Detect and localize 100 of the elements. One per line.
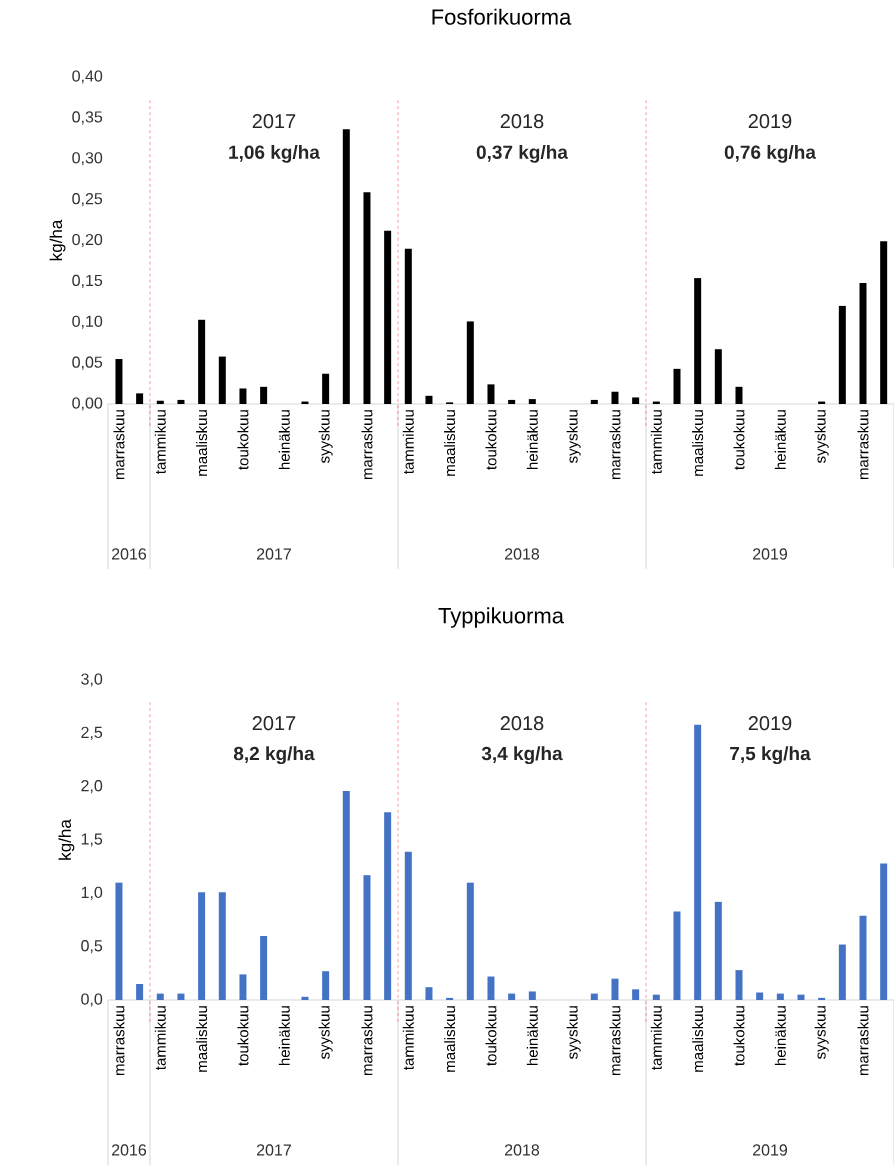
bar <box>198 319 206 404</box>
annotation: 2017 <box>252 114 296 129</box>
x-tick-label: heinäkuu <box>526 1006 538 1066</box>
x-tick-label: toukokuu <box>485 1006 497 1066</box>
bar <box>632 397 640 404</box>
text: 2018 <box>504 548 540 560</box>
bar <box>425 987 433 1000</box>
bar <box>239 388 247 404</box>
bar <box>177 993 185 1000</box>
bar <box>776 993 784 1000</box>
bar <box>508 399 516 404</box>
bar <box>404 851 412 1000</box>
bar <box>797 994 805 1000</box>
x-tick-label: syyskuu <box>318 410 333 463</box>
bar <box>714 901 722 1000</box>
bar <box>301 996 309 1000</box>
x-tick-label: maaliskuu <box>444 1006 456 1072</box>
bar <box>487 976 495 1000</box>
bar <box>880 241 888 404</box>
bar <box>156 400 164 404</box>
bar <box>694 724 702 1000</box>
bar <box>652 994 660 1000</box>
y-tick-label: 0,15 <box>72 274 103 288</box>
bar <box>260 386 268 404</box>
bar <box>322 971 330 1000</box>
y-tick-label: 2,5 <box>81 726 103 740</box>
bar <box>322 373 330 404</box>
x-tick-label: toukokuu <box>733 410 745 470</box>
y-axis-title: kg/ha <box>58 819 75 860</box>
text: 2019 <box>753 548 788 560</box>
x-tick-label: tammikuu <box>402 410 414 474</box>
text: 2017 <box>256 1144 291 1156</box>
x-tick-label: heinäkuu <box>526 410 538 470</box>
x-tick-label: syyskuu <box>566 1006 581 1059</box>
y-tick-label: 1,0 <box>81 886 103 900</box>
annotation: 2018 <box>500 114 544 129</box>
bar <box>198 892 206 1000</box>
bar <box>838 944 846 1000</box>
bar <box>156 993 164 1000</box>
bar <box>611 391 619 404</box>
text: 2017 <box>256 548 291 560</box>
bar <box>260 935 268 1000</box>
x-tick-label: syyskuu <box>318 1006 333 1059</box>
bar <box>590 399 598 404</box>
annotation: 2017 <box>252 716 296 731</box>
bar <box>115 882 123 1000</box>
x-tick-label: tammikuu <box>402 1006 414 1070</box>
annotation: 0,76 kg/ha <box>724 144 817 163</box>
y-axis-title: kg/ha <box>49 219 66 261</box>
annotation: 3,4 kg/ha <box>481 746 563 765</box>
chart-title: Typpikuorma <box>438 607 564 628</box>
x-tick-label: tammikuu <box>154 1006 166 1070</box>
text: 2018 <box>505 1144 540 1156</box>
bar <box>384 230 392 404</box>
annotation: 2019 <box>748 114 792 129</box>
bar <box>342 790 350 1000</box>
y-tick-label: 3,0 <box>81 673 103 687</box>
bar <box>466 882 474 1000</box>
y-tick-label: 0,10 <box>72 315 103 329</box>
text: 2019 <box>753 1144 788 1156</box>
annotation: 7,5 kg/ha <box>730 746 811 765</box>
bar <box>859 283 867 404</box>
bar <box>528 399 536 404</box>
x-tick-label: heinäkuu <box>774 410 786 470</box>
x-tick-label: toukokuu <box>237 410 249 470</box>
x-tick-label: marraskuu <box>857 410 869 480</box>
x-tick-label: maaliskuu <box>196 410 208 476</box>
y-tick-label: 0,5 <box>81 940 103 954</box>
x-tick-label: marraskuu <box>609 1006 621 1076</box>
x-tick-label: marraskuu <box>113 1006 125 1076</box>
bar <box>735 970 743 1000</box>
annotation: 1,06 kg/ha <box>229 144 321 163</box>
x-tick-label: maaliskuu <box>444 410 456 476</box>
y-tick-label: 0,0 <box>81 993 103 1007</box>
bar <box>611 978 619 1000</box>
bar <box>218 892 226 1000</box>
bar <box>838 305 846 404</box>
x-tick-label: heinäkuu <box>774 1006 786 1066</box>
x-tick-label: tammikuu <box>650 1006 662 1070</box>
x-tick-label: toukokuu <box>485 410 497 470</box>
x-tick-label: tammikuu <box>650 410 662 474</box>
y-tick-label: 0,35 <box>72 111 103 125</box>
x-tick-label: marraskuu <box>113 410 125 480</box>
text: 2016 <box>111 1144 147 1156</box>
y-tick-label: 1,5 <box>81 833 103 847</box>
bar <box>528 991 536 1000</box>
bar <box>590 993 598 1000</box>
bar <box>694 278 702 404</box>
bar <box>342 129 350 404</box>
bar <box>425 395 433 404</box>
x-tick-label: maaliskuu <box>196 1006 208 1072</box>
bar <box>508 993 516 1000</box>
annotation: 0,37 kg/ha <box>476 144 569 163</box>
bar <box>177 399 185 404</box>
bar <box>466 321 474 404</box>
bar <box>756 992 764 1000</box>
bar <box>115 359 123 404</box>
x-tick-label: marraskuu <box>361 410 373 480</box>
bar <box>818 997 826 1000</box>
bar <box>404 248 412 404</box>
